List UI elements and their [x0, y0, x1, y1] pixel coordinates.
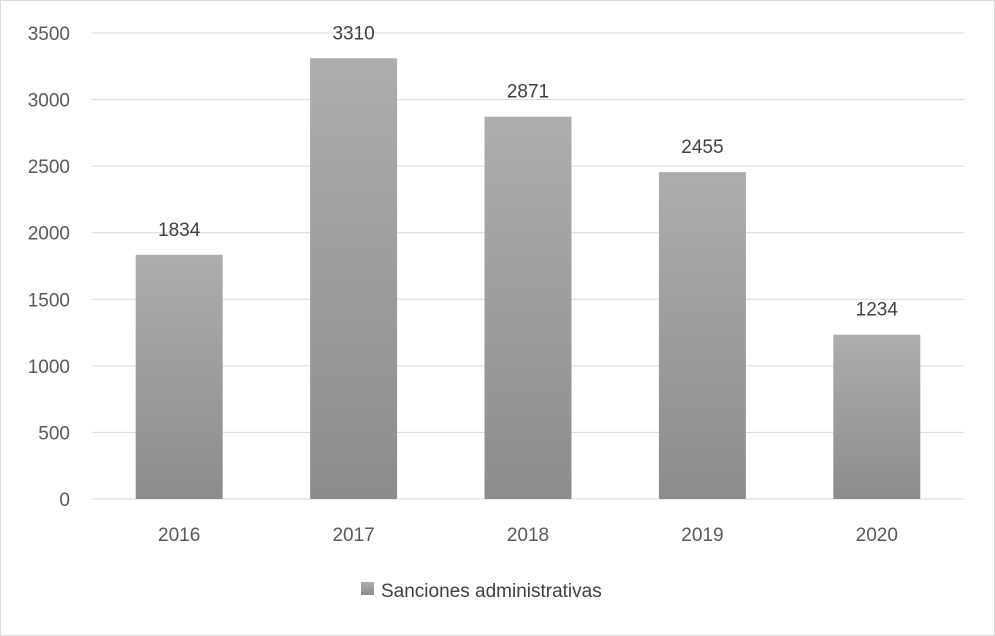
y-tick-label: 1500	[28, 290, 70, 311]
bar-2019	[658, 172, 746, 500]
x-tick-label: 2016	[158, 525, 200, 546]
data-label-2016: 1834	[158, 220, 201, 241]
legend-label: Sanciones administrativas	[381, 581, 602, 602]
y-tick-label: 3500	[28, 24, 70, 45]
x-tick-label: 2018	[507, 525, 549, 546]
bar-2020	[833, 334, 921, 499]
y-tick-label: 3000	[28, 91, 70, 112]
y-tick-label: 1000	[28, 357, 70, 378]
bar-2016	[135, 254, 223, 499]
data-label-2019: 2455	[681, 137, 723, 158]
x-tick-label: 2017	[332, 525, 374, 546]
y-tick-label: 2500	[28, 157, 70, 178]
bars	[135, 58, 921, 500]
y-tick-label: 2000	[28, 224, 70, 245]
x-tick-label: 2019	[681, 525, 723, 546]
legend: Sanciones administrativas	[361, 581, 602, 602]
data-label-2020: 1234	[856, 300, 899, 321]
x-axis-ticks: 2016 2017 2018 2019 2020	[158, 525, 898, 546]
data-label-2018: 2871	[507, 82, 549, 103]
x-tick-label: 2020	[856, 525, 898, 546]
legend-swatch	[361, 582, 374, 595]
data-labels: 1834 3310 2871 2455 1234	[158, 23, 898, 320]
data-label-2017: 3310	[332, 23, 374, 44]
y-axis-ticks: 0 500 1000 1500 2000 2500 3000 3500	[28, 24, 70, 511]
bar-2018	[484, 116, 572, 499]
y-tick-label: 500	[38, 423, 70, 444]
y-tick-label: 0	[59, 490, 70, 511]
bar-2017	[310, 58, 398, 499]
